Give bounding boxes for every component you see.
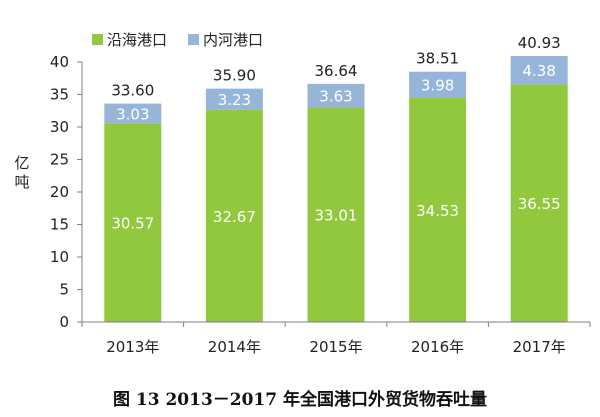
- bar-segment: [104, 123, 162, 322]
- y-axis-label-char: 吨: [14, 173, 29, 191]
- bar-total-label: 33.60: [111, 82, 154, 100]
- x-tick-label: 2014年: [208, 338, 261, 356]
- x-axis: 2013年 2014年 2015年 2016年 2017年: [81, 321, 591, 356]
- bar-segment: [104, 103, 162, 124]
- legend-swatch: [188, 34, 199, 45]
- x-tick-label: 2013年: [106, 338, 159, 356]
- bar-total-label: 38.51: [416, 50, 459, 68]
- y-tick-label: 30: [50, 118, 69, 136]
- bar-value-label: 3.63: [319, 88, 352, 106]
- bar-segment: [409, 71, 467, 98]
- bar-segment: [307, 107, 365, 322]
- bar-value-label: 3.03: [116, 105, 149, 123]
- bar-total-label: 35.90: [213, 67, 256, 85]
- bar-value-label: 32.67: [213, 208, 256, 226]
- y-tick-label: 35: [50, 86, 69, 104]
- y-tick-label: 40: [50, 53, 69, 71]
- bar-segment: [409, 97, 467, 323]
- y-tick-label: 25: [50, 151, 69, 169]
- bars: 30.57 3.03 33.60 32.67 3.23 35.90 33.01 3.63 36.…: [104, 34, 568, 323]
- x-tick-label: 2017年: [513, 338, 566, 356]
- bar-value-label: 3.23: [218, 91, 251, 109]
- y-tick-label: 15: [50, 216, 69, 234]
- y-tick-label: 0: [59, 313, 69, 331]
- y-axis-label: 亿吨: [14, 154, 29, 191]
- bar-value-label: 36.55: [518, 195, 561, 213]
- legend-swatch: [92, 34, 103, 45]
- legend-label: 沿海港口: [107, 31, 167, 49]
- bar-total-label: 36.64: [315, 62, 358, 80]
- y-tick-label: 5: [59, 281, 69, 299]
- bar-value-label: 3.98: [421, 77, 454, 95]
- bar-value-label: 34.53: [416, 202, 459, 220]
- y-tick-label: 20: [50, 183, 69, 201]
- x-tick-label: 2016年: [411, 338, 464, 356]
- y-axis-label-char: 亿: [14, 154, 29, 172]
- bar-segment: [510, 84, 568, 322]
- bar-segment: [510, 55, 568, 85]
- bar-segment: [307, 83, 365, 108]
- bar-value-label: 4.38: [522, 62, 555, 80]
- bar-total-label: 40.93: [518, 34, 561, 52]
- bar-segment: [205, 109, 263, 323]
- bar-value-label: 33.01: [315, 207, 358, 225]
- y-tick-label: 10: [50, 248, 69, 266]
- figure-caption: 图 13 2013－2017 年全国港口外贸货物吞吐量: [113, 389, 487, 410]
- x-tick-label: 2015年: [309, 338, 362, 356]
- legend: 沿海港口 内河港口: [92, 31, 263, 49]
- bar-segment: [205, 88, 263, 110]
- legend-label: 内河港口: [203, 31, 263, 49]
- y-axis: 0 5 10 15 20 25 30 35 40: [50, 53, 83, 331]
- bar-value-label: 30.57: [111, 215, 154, 233]
